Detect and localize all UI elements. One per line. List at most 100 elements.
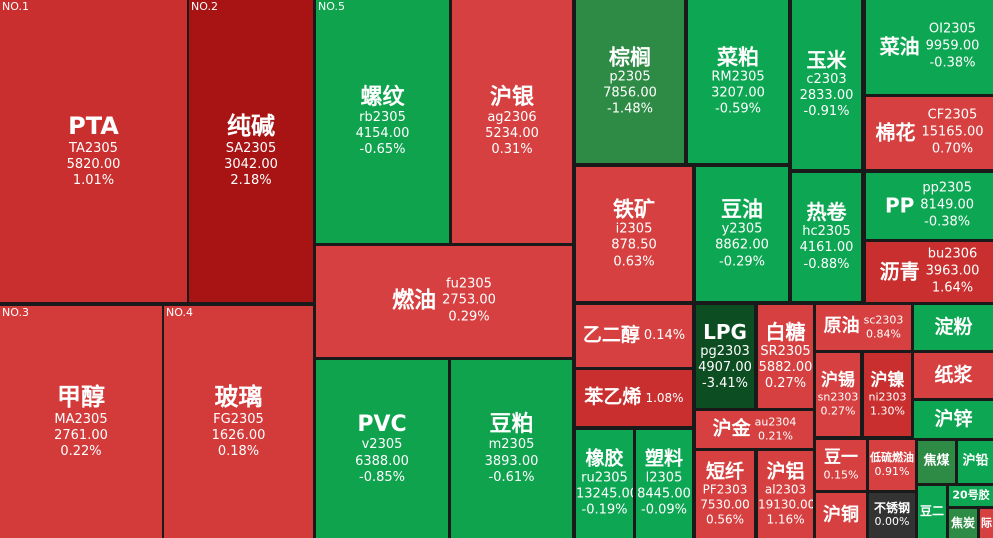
tile-change: -0.91% [803, 104, 850, 120]
tile-code: hc2305 [802, 224, 851, 240]
tile-starch[interactable]: 淀粉 [914, 305, 993, 350]
tile-stainless-steel[interactable]: 不锈钢 0.00% [869, 493, 915, 538]
tile-soybean-1[interactable]: 豆一 0.15% [816, 440, 866, 490]
tile-sugar[interactable]: 白糖 SR2305 5882.00 0.27% [758, 305, 813, 408]
tile-lead[interactable]: 沪铅 [958, 441, 993, 483]
tile-staple-fiber[interactable]: 短纤 PF2303 7530.00 0.56% [696, 451, 754, 538]
tile-code: OI2305 [928, 21, 977, 37]
tile-pulp[interactable]: 纸浆 [914, 353, 993, 398]
tile-name: 不锈钢 [873, 500, 910, 515]
rank-label: NO.3 [2, 306, 29, 319]
tile-code: bu2306 [927, 246, 978, 262]
tile-glass[interactable]: NO.4 玻璃 FG2305 1626.00 0.18% [164, 306, 313, 538]
tile-rapeseed-meal[interactable]: 菜粕 RM2305 3207.00 -0.59% [688, 0, 788, 163]
tile-soda-ash[interactable]: NO.2 纯碱 SA2305 3042.00 2.18% [189, 0, 313, 302]
tile-iron-ore[interactable]: 铁矿 i2305 878.50 0.63% [576, 167, 692, 301]
tile-name: 纸浆 [934, 363, 973, 386]
tile-bitumen[interactable]: 沥青 bu2306 3963.00 1.64% [866, 242, 993, 302]
tile-name: PP [884, 193, 915, 218]
tile-code: c2303 [806, 71, 847, 87]
tile-change: 1.08% [645, 391, 684, 405]
tile-rubber[interactable]: 橡胶 ru2305 13245.00 -0.19% [576, 430, 633, 538]
tile-soy-oil[interactable]: 豆油 y2305 8862.00 -0.29% [696, 167, 788, 301]
tile-soymeal[interactable]: 豆粕 m2305 3893.00 -0.61% [451, 360, 572, 538]
tile-name: PTA [68, 111, 119, 140]
tile-pta[interactable]: NO.1 PTA TA2305 5820.00 1.01% [0, 0, 187, 302]
tile-name: 沥青 [879, 259, 920, 284]
tile-name: PVC [357, 411, 407, 437]
tile-zinc[interactable]: 沪锌 [914, 401, 993, 438]
tile-name: 燃油 [392, 288, 437, 314]
tile-name: 铁矿 [613, 197, 655, 222]
tile-name: 低硫燃油 [870, 450, 914, 464]
tile-methanol[interactable]: NO.3 甲醇 MA2305 2761.00 0.22% [0, 306, 162, 538]
tile-soybean-2[interactable]: 豆二 [918, 486, 946, 538]
tile-code: rb2305 [359, 109, 406, 125]
tile-price: 3207.00 [711, 85, 765, 101]
tile-intl[interactable]: 际 [980, 509, 993, 538]
tile-price: 4154.00 [355, 126, 410, 142]
tile-code: TA2305 [69, 140, 118, 156]
tile-change: 0.31% [491, 142, 533, 158]
tile-change: -0.29% [719, 254, 765, 270]
tile-code: MA2305 [54, 411, 108, 427]
tile-coking-coal[interactable]: 焦煤 [918, 441, 955, 483]
tile-change: 0.21% [758, 429, 793, 443]
tile-name: 塑料 [644, 447, 683, 470]
tile-change: 0.14% [643, 328, 686, 344]
tile-price: 5234.00 [485, 126, 539, 142]
tile-gold[interactable]: 沪金 au2304 0.21% [696, 411, 813, 448]
tile-tin[interactable]: 沪锡 sn2303 0.27% [816, 353, 860, 436]
tile-corn[interactable]: 玉米 c2303 2833.00 -0.91% [792, 0, 861, 169]
tile-price: 7530.00 [700, 497, 750, 512]
tile-name: 沪金 [712, 417, 751, 440]
tile-name: 原油 [823, 316, 860, 338]
tile-price: 2833.00 [799, 87, 854, 103]
tile-name: 沪铅 [962, 453, 989, 469]
tile-name: 甲醇 [57, 382, 105, 411]
tile-change: 0.18% [217, 443, 260, 459]
tile-name: 沪铜 [823, 504, 859, 526]
tile-name: LPG [703, 319, 747, 344]
tile-ethylene-glycol[interactable]: 乙二醇 0.14% [576, 305, 692, 367]
tile-palm-oil[interactable]: 棕榈 p2305 7856.00 -1.48% [576, 0, 684, 163]
tile-name: 棉花 [875, 120, 916, 145]
tile-hot-coil[interactable]: 热卷 hc2305 4161.00 -0.88% [792, 173, 861, 301]
tile-rebar[interactable]: NO.5 螺纹 rb2305 4154.00 -0.65% [316, 0, 449, 243]
tile-rubber-20[interactable]: 20号胶 [949, 486, 993, 506]
tile-crude-oil[interactable]: 原油 sc2303 0.84% [816, 305, 911, 350]
tile-code: CF2305 [927, 107, 978, 123]
tile-change: -0.38% [929, 55, 976, 71]
tile-plastic[interactable]: 塑料 l2305 8445.00 -0.09% [636, 430, 692, 538]
tile-rapeseed-oil[interactable]: 菜油 OI2305 9959.00 -0.38% [866, 0, 993, 94]
tile-price: 3963.00 [925, 263, 980, 279]
tile-name: 豆二 [919, 504, 944, 519]
tile-change: 1.16% [766, 512, 805, 527]
tile-change: 0.29% [448, 309, 490, 325]
tile-cotton[interactable]: 棉花 CF2305 15165.00 0.70% [866, 97, 993, 169]
tile-code: SR2305 [760, 343, 811, 359]
tile-aluminum[interactable]: 沪铝 al2303 19130.00 1.16% [758, 451, 813, 538]
tile-price: 13245.00 [576, 486, 633, 502]
tile-code: ni2303 [868, 390, 907, 404]
tile-name: 苯乙烯 [584, 386, 642, 409]
tile-code: PF2303 [702, 482, 748, 497]
tile-change: -0.61% [488, 469, 535, 485]
tile-silver[interactable]: 沪银 ag2306 5234.00 0.31% [452, 0, 572, 243]
tile-name: 玉米 [806, 47, 847, 72]
rank-label: NO.5 [318, 0, 345, 13]
tile-name: 短纤 [705, 460, 744, 483]
tile-fuel-oil[interactable]: 燃油 fu2305 2753.00 0.29% [316, 246, 572, 357]
tile-low-sulfur-fuel[interactable]: 低硫燃油 0.91% [869, 440, 915, 490]
tile-code: FG2305 [213, 411, 264, 427]
tile-copper[interactable]: 沪铜 [816, 493, 866, 538]
tile-nickel[interactable]: 沪镍 ni2303 1.30% [864, 353, 911, 436]
tile-change: -0.19% [581, 503, 628, 519]
tile-change: -0.09% [641, 503, 687, 519]
tile-styrene[interactable]: 苯乙烯 1.08% [576, 370, 692, 426]
tile-coke[interactable]: 焦炭 [949, 509, 977, 538]
tile-pp[interactable]: PP pp2305 8149.00 -0.38% [866, 173, 993, 239]
tile-lpg[interactable]: LPG pg2303 4907.00 -3.41% [696, 305, 754, 408]
tile-pvc[interactable]: PVC v2305 6388.00 -0.85% [316, 360, 448, 538]
